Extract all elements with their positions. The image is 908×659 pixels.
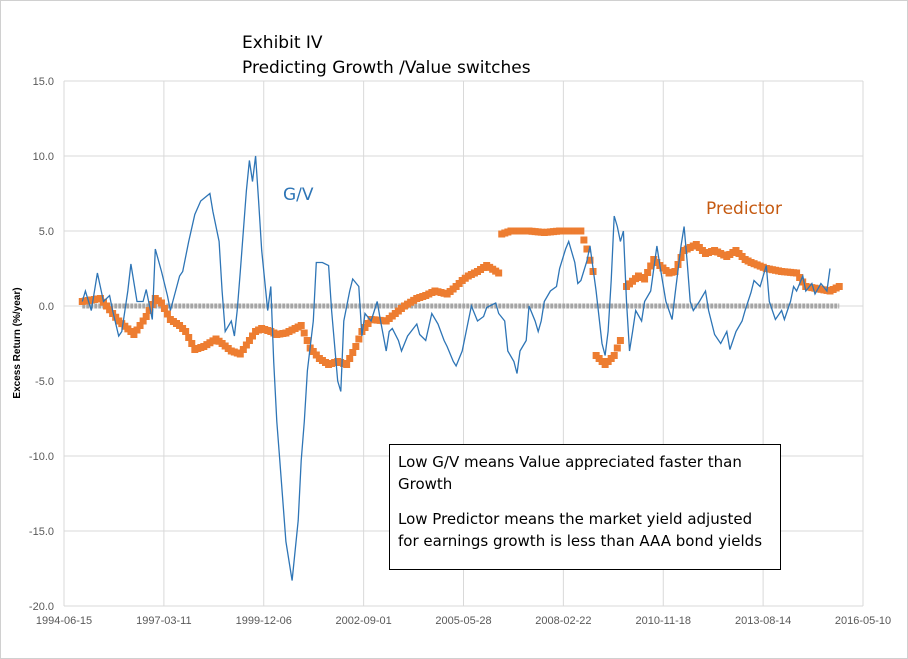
predictor-marker [303, 337, 311, 344]
y-axis-label: Excess Return (%/year) [12, 287, 23, 398]
x-tick-label: 1999-12-06 [236, 615, 292, 627]
predictor-point [583, 245, 591, 253]
predictor-point [142, 313, 150, 320]
predictor-marker [112, 313, 120, 321]
x-tick-label: 2005-05-28 [435, 615, 491, 627]
predictor-marker [160, 305, 168, 312]
predictor-point [130, 331, 138, 338]
predictor-point [343, 361, 351, 368]
y-tick-label: 10.0 [33, 151, 54, 163]
predictor-point [352, 343, 360, 350]
predictor-marker [188, 340, 196, 347]
chart-subtitle: Predicting Growth /Value switches [242, 58, 531, 78]
gv-series-label: G/V [283, 185, 314, 205]
predictor-marker [245, 337, 253, 344]
y-tick-label: -15.0 [29, 526, 54, 538]
predictor-point [236, 350, 244, 358]
predictor-marker [796, 274, 804, 281]
predictor-marker [364, 320, 372, 327]
predictor-point [157, 299, 165, 307]
x-tick-label: 2016-05-10 [835, 615, 891, 627]
predictor-point [182, 328, 190, 335]
predictor-marker [580, 236, 588, 244]
predictor-marker [242, 341, 250, 349]
annotation-box: Low G/V means Value appreciated faster t… [389, 444, 781, 570]
predictor-marker [677, 254, 685, 261]
y-tick-label: -20.0 [29, 601, 54, 613]
predictor-marker [644, 269, 652, 276]
predictor-marker [163, 310, 171, 318]
y-tick-label: -5.0 [35, 376, 54, 388]
chart-title: Exhibit IV [242, 33, 323, 53]
predictor-marker [361, 324, 369, 331]
predictor-marker [586, 256, 594, 264]
predictor-marker [349, 349, 357, 356]
predictor-marker [136, 322, 144, 329]
predictor-point [671, 268, 679, 275]
predictor-marker [148, 301, 156, 308]
gv-series-line [81, 155, 831, 581]
predictor-marker [239, 346, 247, 353]
x-tick-label: 1997-03-11 [136, 615, 191, 627]
x-tick-label: 2013-08-14 [735, 615, 791, 627]
y-tick-label: 15.0 [33, 76, 54, 88]
y-tick-label: 0.0 [39, 301, 54, 313]
predictor-point [616, 337, 624, 344]
predictor-marker [106, 306, 114, 314]
predictor-series [78, 227, 843, 368]
predictor-marker [799, 278, 807, 286]
predictor-marker [185, 334, 193, 341]
predictor-marker [133, 326, 141, 334]
predictor-point [641, 275, 649, 283]
predictor-marker [674, 261, 682, 268]
predictor-point [495, 269, 503, 277]
x-tick-label: 2008-02-22 [535, 615, 591, 627]
x-tick-label: 2010-11-18 [636, 615, 691, 627]
predictor-point [835, 283, 843, 290]
predictor-point [577, 227, 585, 235]
annotation-gv: Low G/V means Value appreciated faster t… [398, 453, 742, 493]
predictor-marker [613, 344, 621, 352]
predictor-series-label: Predictor [706, 199, 782, 219]
predictor-point [610, 352, 618, 359]
predictor-marker [139, 317, 147, 325]
predictor-marker [647, 262, 655, 270]
predictor-marker [109, 310, 117, 317]
predictor-marker [249, 332, 257, 340]
x-tick-label: 2002-09-01 [335, 615, 391, 627]
x-tick-label: 1994-06-15 [36, 615, 92, 627]
predictor-marker [145, 307, 153, 314]
predictor-marker [300, 329, 308, 337]
predictor-point [793, 269, 801, 277]
annotation-predictor: Low Predictor means the market yield adj… [398, 510, 763, 550]
predictor-marker [346, 355, 354, 362]
y-tick-label: -10.0 [29, 451, 54, 463]
predictor-marker [103, 302, 111, 310]
predictor-point [96, 295, 104, 302]
predictor-marker [355, 335, 363, 343]
predictor-point [297, 322, 305, 329]
y-tick-label: 5.0 [39, 226, 54, 238]
